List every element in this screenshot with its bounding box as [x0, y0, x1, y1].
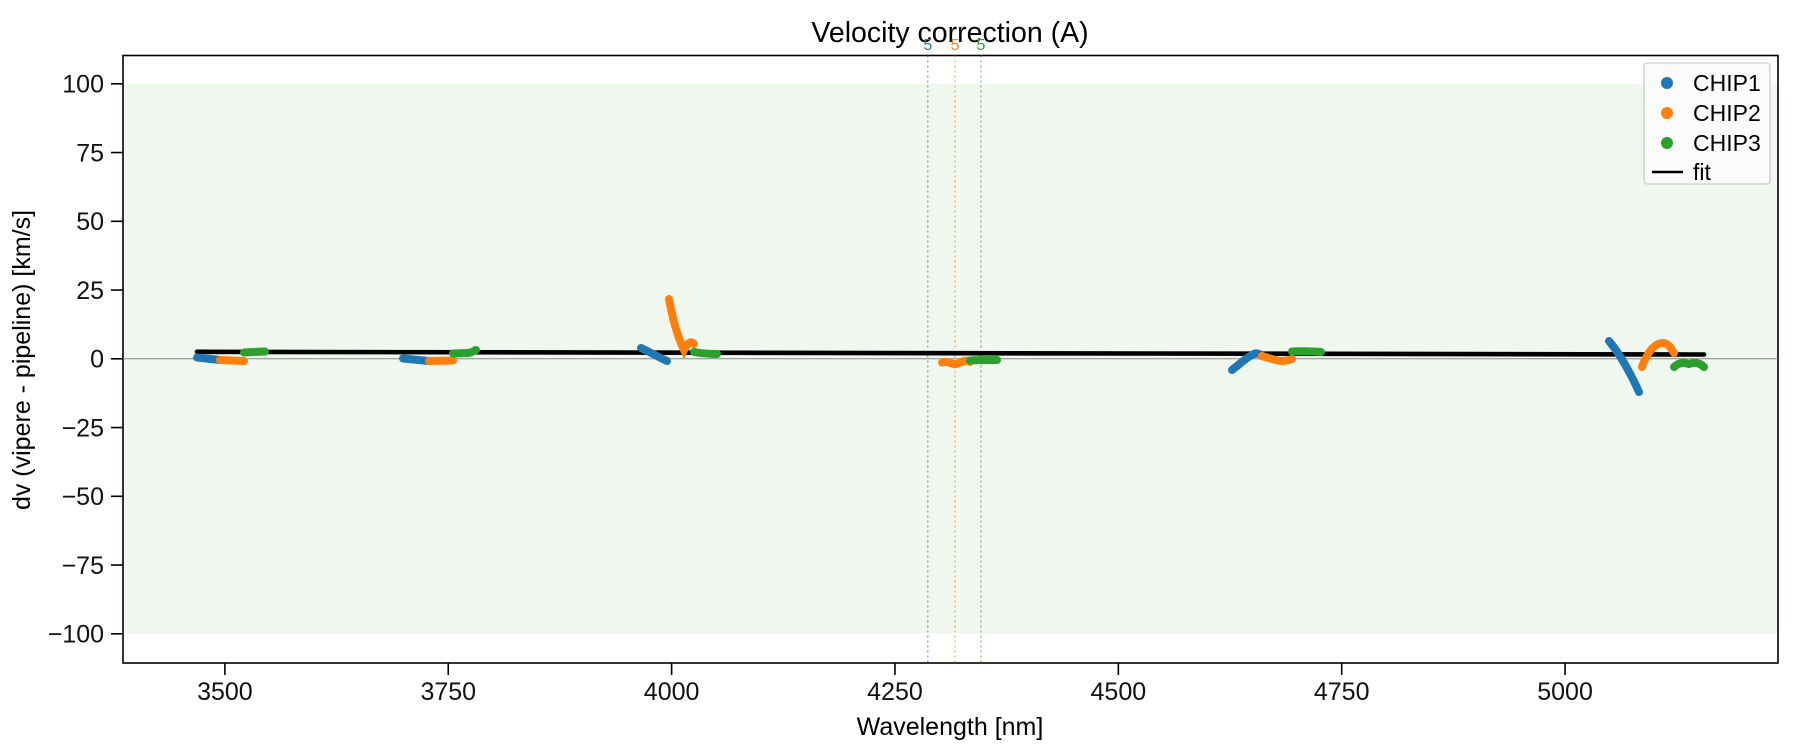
svg-text:CHIP3: CHIP3: [1693, 130, 1761, 156]
svg-text:−25: −25: [62, 414, 104, 442]
svg-text:50: 50: [76, 208, 104, 236]
svg-text:3750: 3750: [420, 678, 476, 706]
svg-text:CHIP1: CHIP1: [1693, 70, 1761, 96]
svg-text:Wavelength [nm]: Wavelength [nm]: [857, 713, 1044, 741]
svg-text:4750: 4750: [1314, 678, 1370, 706]
svg-text:dv (vipere - pipeline) [km/s]: dv (vipere - pipeline) [km/s]: [8, 210, 36, 510]
svg-text:4250: 4250: [867, 678, 923, 706]
svg-text:25: 25: [76, 277, 104, 305]
svg-text:3500: 3500: [197, 678, 253, 706]
svg-text:4000: 4000: [644, 678, 700, 706]
svg-text:−100: −100: [48, 621, 104, 649]
svg-text:5: 5: [951, 37, 960, 54]
svg-text:75: 75: [76, 139, 104, 167]
svg-text:100: 100: [62, 71, 104, 99]
svg-text:5: 5: [977, 37, 986, 54]
svg-text:5: 5: [923, 37, 932, 54]
svg-text:4500: 4500: [1091, 678, 1147, 706]
svg-text:fit: fit: [1693, 159, 1712, 185]
svg-text:0: 0: [90, 346, 104, 374]
svg-text:CHIP2: CHIP2: [1693, 100, 1761, 126]
svg-text:−50: −50: [62, 483, 104, 511]
svg-text:5000: 5000: [1537, 678, 1593, 706]
svg-text:−75: −75: [62, 552, 104, 580]
